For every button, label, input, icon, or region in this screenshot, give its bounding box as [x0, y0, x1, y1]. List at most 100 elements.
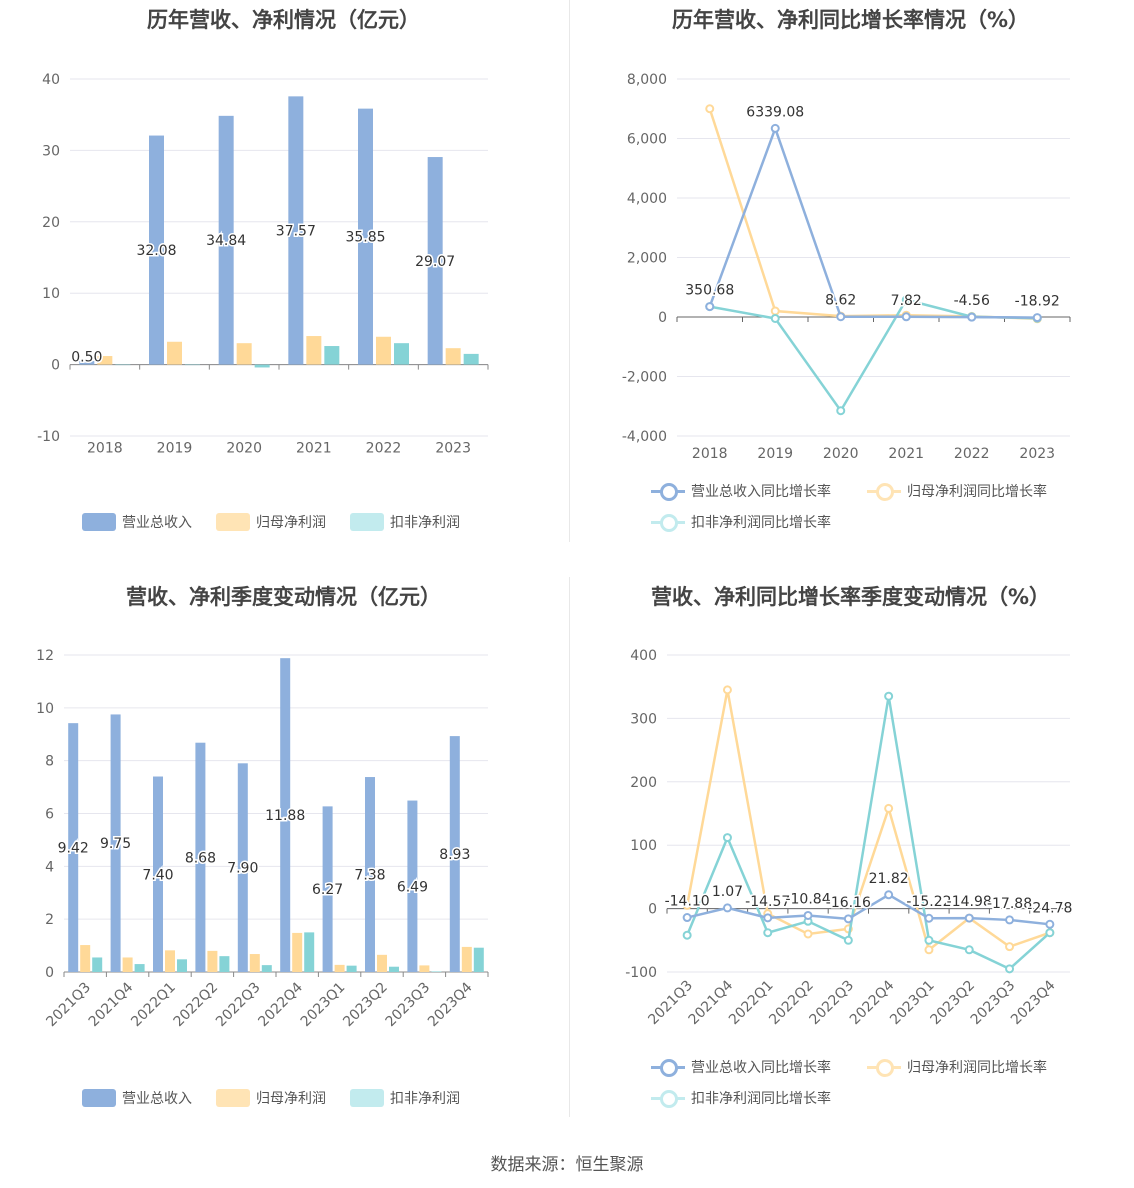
data-point: [705, 302, 715, 312]
point-value-label: 7.82: [891, 293, 922, 309]
x-tick-label: 2022: [366, 441, 402, 457]
bar-net-profit: [292, 932, 303, 972]
point-value-label: 1.07: [712, 884, 743, 900]
bar-value-label: 6.49: [397, 879, 428, 895]
legend-swatch: [651, 1089, 685, 1108]
legend-item-net-profit-growth[interactable]: 归母净利润同比增长率: [867, 1057, 1047, 1077]
bar-value-label: 29.07: [415, 254, 455, 270]
y-tick-label: 0: [658, 310, 667, 326]
legend-swatch: [867, 482, 901, 501]
bar-value-label: 9.75: [100, 836, 131, 852]
point-value-label: 350.68: [685, 283, 734, 299]
data-point: [803, 910, 813, 920]
bar-net-profit: [419, 965, 430, 972]
data-point: [682, 900, 692, 910]
point-value-label: -14.10: [665, 894, 710, 910]
data-point: [763, 913, 773, 923]
legend-label: 营业总收入同比增长率: [691, 1060, 831, 1076]
point-value-label: -24.78: [1027, 900, 1072, 916]
quarterly-amounts-panel: 12 10 8 6 4 2 0 9.42 2021Q3 9.75 2021Q4 7.40 2022Q1 8…: [0, 577, 567, 1152]
data-point: [1045, 928, 1055, 938]
y-tick-label: -2,000: [622, 370, 667, 386]
data-point: [843, 935, 853, 945]
legend-item-revenue-growth[interactable]: 营业总收入同比增长率: [651, 1057, 831, 1077]
legend-label: 营业总收入: [122, 515, 192, 531]
point-value-label: 21.82: [869, 871, 909, 887]
y-tick-label: 0: [45, 965, 54, 981]
legend-item-net-profit-growth[interactable]: 归母净利润同比增长率: [867, 481, 1047, 501]
x-tick-label: 2023Q2: [340, 980, 391, 1031]
y-tick-label: 10: [42, 286, 60, 302]
data-point: [924, 913, 934, 923]
x-tick-label: 2022Q3: [213, 980, 264, 1031]
x-tick-label: 2023: [1019, 446, 1055, 462]
legend-item-revenue[interactable]: 营业总收入: [82, 512, 192, 532]
x-tick-label: 2019: [757, 446, 793, 462]
y-tick-label: 2: [45, 912, 54, 928]
y-tick-label: 200: [630, 775, 657, 791]
data-point: [722, 685, 732, 695]
data-point: [722, 903, 732, 913]
data-point: [901, 312, 911, 322]
legend-label: 归母净利润: [256, 515, 326, 531]
data-point: [770, 306, 780, 316]
legend-item-net-profit[interactable]: 归母净利润: [216, 512, 326, 532]
y-tick-label: 30: [42, 143, 60, 159]
bar-deducted-profit: [304, 932, 315, 972]
bar-deducted-profit: [115, 364, 131, 366]
legend-swatch: [350, 513, 384, 531]
legend-label: 归母净利润同比增长率: [907, 484, 1047, 500]
chart-title: 历年营收、净利情况（亿元）: [147, 8, 420, 32]
point-value-label: -18.92: [1015, 294, 1060, 310]
series-line-revenue: [708, 124, 1038, 319]
legend-item-net-profit[interactable]: 归母净利润: [216, 1088, 326, 1108]
legend-item-deducted-profit[interactable]: 扣非净利润: [350, 512, 460, 532]
y-tick-label: 20: [42, 215, 60, 231]
bar-net-profit: [165, 950, 175, 972]
y-tick-label: -4,000: [622, 429, 667, 445]
bar-net-profit: [236, 343, 252, 365]
legend-item-revenue-growth[interactable]: 营业总收入同比增长率: [651, 481, 831, 501]
bar-revenue: [449, 736, 460, 972]
y-tick-label: 6: [45, 807, 54, 823]
y-tick-label: 4,000: [627, 191, 667, 207]
data-point: [1005, 942, 1015, 952]
bar-net-profit: [80, 945, 91, 972]
bar-revenue: [322, 806, 333, 972]
data-point: [1032, 313, 1042, 323]
x-tick-label: 2022Q2: [171, 980, 222, 1031]
bar-value-label: 35.85: [345, 230, 385, 246]
x-tick-label: 2020: [823, 446, 859, 462]
legend-item-revenue[interactable]: 营业总收入: [82, 1088, 192, 1108]
point-value-label: -14.57: [745, 894, 790, 910]
bar-deducted-profit: [463, 353, 479, 365]
bar-revenue: [153, 776, 163, 972]
legend-item-deducted-growth[interactable]: 扣非净利润同比增长率: [651, 512, 831, 532]
data-point: [924, 935, 934, 945]
data-point: [1005, 964, 1015, 974]
bar-net-profit: [97, 356, 113, 365]
bar-net-profit: [334, 964, 345, 972]
legend-item-deducted-growth[interactable]: 扣非净利润同比增长率: [651, 1088, 831, 1108]
bar-deducted-profit: [394, 343, 409, 365]
legend-swatch: [216, 513, 250, 531]
annual-amounts-panel: 40 30 20 10 0 -10 0.50 2018 32.08 2019 34.84 2020 37…: [0, 0, 567, 575]
point-value-label: 8.62: [825, 293, 856, 309]
annual-growth-chart: 8,000 6,000 4,000 2,000 0 -2,000 -4,000 350.68 6…: [622, 72, 1071, 462]
y-tick-label: 100: [630, 838, 657, 854]
data-point: [705, 104, 715, 114]
bar-value-label: 6.27: [312, 882, 343, 898]
data-point: [763, 928, 773, 938]
bar-deducted-profit: [346, 965, 357, 972]
bar-value-label: 34.84: [206, 233, 246, 249]
legend-item-deducted-profit[interactable]: 扣非净利润: [350, 1088, 460, 1108]
y-tick-label: 8: [45, 754, 54, 770]
x-tick-label: 2023: [435, 441, 471, 457]
bar-revenue: [237, 763, 248, 972]
bar-net-profit: [306, 336, 322, 365]
legend-label: 扣非净利润: [390, 515, 460, 531]
legend-label: 营业总收入: [122, 1091, 192, 1107]
legend-swatch: [651, 482, 685, 501]
data-point: [770, 313, 780, 323]
legend-label: 扣非净利润同比增长率: [691, 515, 831, 531]
